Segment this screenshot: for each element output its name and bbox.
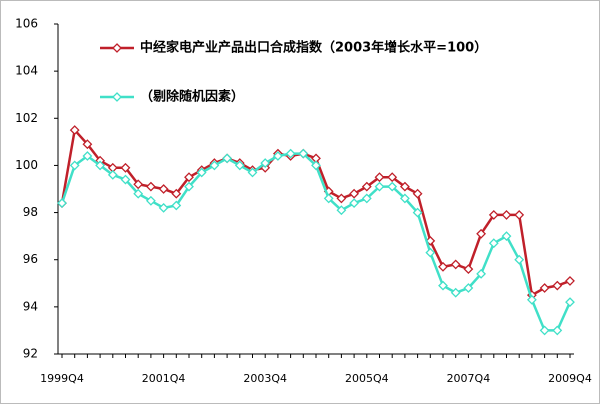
y-tick-label: 106 [15,17,38,31]
y-tick-label: 100 [15,158,38,172]
point-marker [311,160,321,171]
y-tick-label: 92 [23,347,38,361]
point-marker [361,181,372,192]
point-marker [82,151,93,161]
point-marker [234,160,245,171]
x-tick-label: 2003Q4 [243,372,287,385]
point-marker [438,261,448,272]
point-marker [260,158,271,168]
point-marker [526,294,537,305]
y-tick-label: 104 [15,64,38,78]
point-marker [298,148,309,159]
point-marker [387,172,398,183]
point-marker [171,200,182,211]
point-marker [463,283,474,293]
point-marker [222,153,233,164]
point-marker [565,276,575,286]
x-tick-label: 2009Q4 [548,372,592,385]
point-marker [488,210,499,220]
legend: 中经家电产业产品出口合成指数（2003年增长水平=100） （剔除随机因素） [100,40,487,105]
x-tick-label: 2005Q4 [345,372,389,385]
x-tick-label: 2007Q4 [447,372,491,385]
point-marker [399,193,410,204]
point-marker [438,280,448,291]
point-marker [349,198,360,209]
y-tick-label: 98 [23,205,38,219]
point-marker [387,181,398,192]
point-marker [120,174,131,185]
legend-label: 中经家电产业产品出口合成指数（2003年增长水平=100） [140,40,487,56]
point-marker [374,172,385,183]
point-marker [120,162,131,173]
point-marker [501,210,512,220]
point-marker [374,181,385,192]
point-marker [158,202,169,213]
point-marker [552,280,563,291]
point-marker [539,283,550,293]
point-marker [145,181,156,192]
point-marker [336,205,347,216]
point-marker [565,297,575,308]
legend-marker [112,43,122,53]
point-marker [539,325,550,336]
x-tick-label: 1999Q4 [40,372,84,385]
point-marker [323,193,334,204]
point-marker [171,188,182,199]
y-tick-label: 102 [15,111,38,125]
point-marker [133,188,144,199]
point-marker [107,169,118,180]
point-marker [158,184,169,194]
x-tick-label: 2001Q4 [142,372,186,385]
y-tick-label: 94 [23,299,38,313]
point-marker [57,198,67,209]
point-marker [412,207,423,218]
point-marker [450,259,461,270]
point-marker [285,148,296,159]
point-marker [184,172,194,183]
point-marker [95,160,106,171]
point-marker [514,254,525,265]
point-marker [336,193,347,204]
point-marker [69,125,80,135]
point-marker [349,188,360,199]
point-marker [145,195,156,206]
point-marker [209,160,220,171]
point-marker [514,210,525,220]
point-marker [184,181,194,192]
point-marker [488,238,499,249]
y-tick-label: 96 [23,252,38,266]
legend-label: （剔除随机因素） [140,89,244,105]
point-marker [133,179,144,190]
point-marker [196,167,207,178]
point-marker [501,231,512,242]
point-marker [425,247,436,258]
point-marker [450,287,461,298]
legend-marker [112,92,122,102]
point-marker [399,181,410,192]
point-marker [361,193,372,204]
point-marker [82,139,93,150]
point-marker [463,264,474,275]
point-marker [272,151,283,161]
point-marker [476,228,487,239]
point-marker [69,160,80,171]
point-marker [247,167,258,178]
point-marker [412,188,423,199]
point-marker [476,268,487,279]
point-marker [552,325,563,336]
